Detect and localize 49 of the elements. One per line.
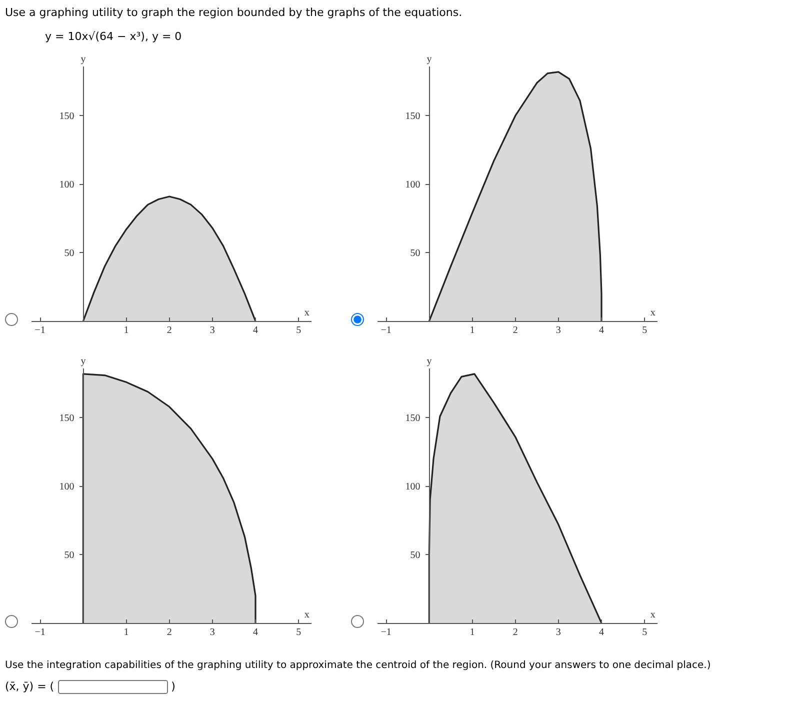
x-tick-label: 3 [556,627,561,638]
x-axis-title: x [650,609,656,620]
x-tick-label: 4 [599,627,604,638]
x-axis-title: x [304,307,310,318]
y-tick-label: 150 [405,111,420,122]
y-tick-label: 100 [405,482,420,493]
chart-subtitle: y = 10x√(64 − x³), y = 0 [45,28,183,44]
x-tick-label: 2 [166,325,172,336]
x-tick-label: 2 [166,627,172,638]
x-tick-label: 3 [210,325,215,336]
y-axis-title: y [426,54,432,66]
x-tick-label: 1 [470,627,475,638]
y-axis-title: y [80,356,86,368]
x-tick-label: 4 [253,627,258,638]
x-tick-label: 3 [210,627,215,638]
x-tick-label: 3 [556,325,561,336]
x-tick-label: −1 [380,627,392,638]
y-tick-label: 50 [64,248,74,260]
x-tick-label: 4 [253,325,258,336]
x-tick-label: 5 [642,325,648,336]
x-tick-label: 5 [642,627,648,638]
x-tick-label: 2 [512,627,518,638]
x-tick-label: 5 [296,325,302,336]
x-tick-label: 1 [124,627,129,638]
x-tick-label: −1 [34,627,46,638]
y-tick-label: 50 [410,550,420,562]
x-tick-label: 5 [296,627,302,638]
y-axis-title: y [80,54,86,66]
chart-title: Use a graphing utility to graph the region bounded by the graphs of the equations. [5,5,462,21]
y-axis-title: y [426,356,432,368]
x-tick-label: 1 [470,325,475,336]
text: Use the integration capabilities of the graphing utility to approximate the centroid of the region. (Round your answers to one decimal place.) [5,659,711,673]
y-tick-label: 50 [64,550,74,562]
x-tick-label: 4 [599,325,604,336]
x-tick-label: 1 [124,325,129,336]
x-tick-label: 2 [512,325,518,336]
x-axis-title: x [650,307,656,318]
x-tick-label: −1 [380,325,392,336]
x-tick-label: −1 [34,325,46,336]
text: ) [171,680,176,694]
y-tick-label: 150 [59,111,74,122]
y-tick-label: 100 [405,180,420,191]
y-tick-label: 100 [59,482,74,493]
y-tick-label: 100 [59,180,74,191]
text: (x̄, ȳ) = ( [5,680,54,694]
y-tick-label: 50 [410,248,420,260]
y-tick-label: 150 [405,413,420,424]
y-tick-label: 150 [59,413,74,424]
x-axis-title: x [304,609,310,620]
